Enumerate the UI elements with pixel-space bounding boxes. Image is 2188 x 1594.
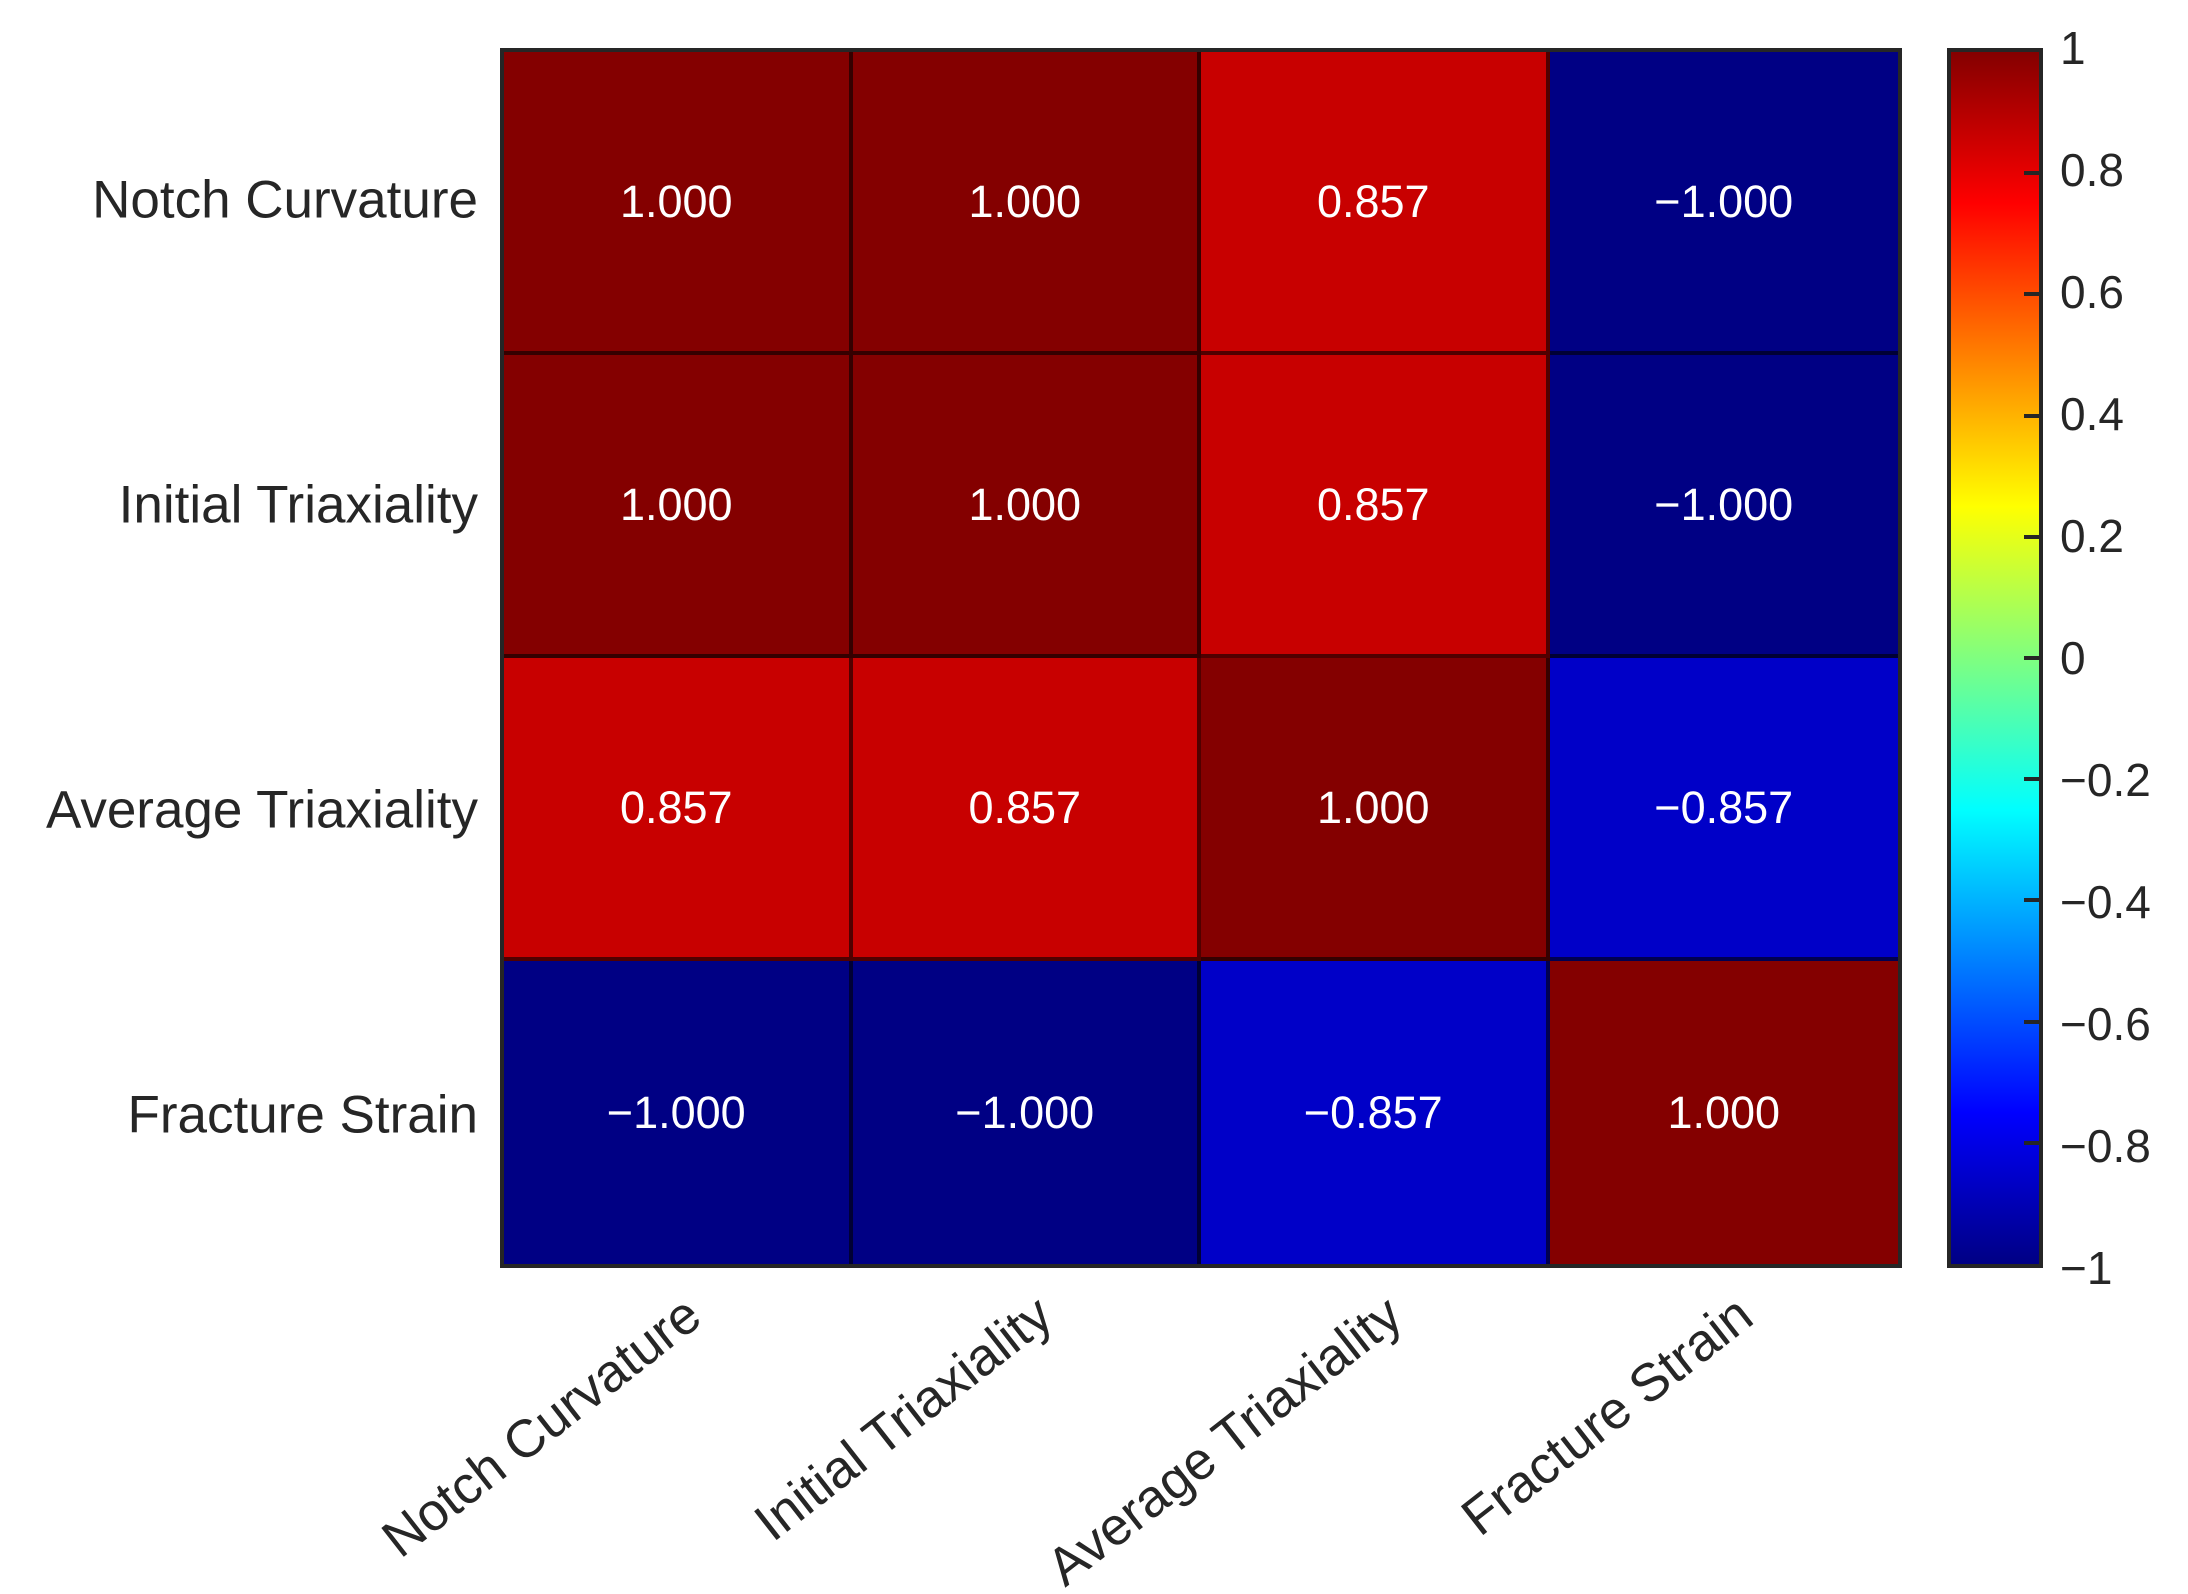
colorbar-tick-label-1: 0.8 xyxy=(2060,144,2124,196)
colorbar-tick-mark-1 xyxy=(2024,171,2039,176)
colorbar-tick-label-5: 0 xyxy=(2060,632,2086,684)
x-tick-label-0: Notch Curvature xyxy=(371,1284,712,1569)
colorbar-tick-label-3: 0.4 xyxy=(2060,388,2124,440)
colorbar-tick-mark-8 xyxy=(2024,1019,2039,1024)
colorbar-tick-label-0: 1 xyxy=(2060,22,2086,74)
heatmap-cell-r2c2: 1.000 xyxy=(852,355,1201,658)
colorbar-tick-mark-5 xyxy=(2024,656,2039,660)
colorbar-tick-mark-2 xyxy=(2024,292,2039,297)
heatmap-cell-r1c4: −1.000 xyxy=(1549,52,1898,355)
heatmap-cell-r1c2: 1.000 xyxy=(852,52,1201,355)
heatmap-cell-r3c1: 0.857 xyxy=(504,658,853,961)
colorbar-tick-mark-7 xyxy=(2024,898,2039,903)
x-tick-label-1: Initial Triaxiality xyxy=(743,1284,1063,1553)
heatmap-cell-r4c1: −1.000 xyxy=(504,961,853,1264)
heatmap-cell-r2c1: 1.000 xyxy=(504,355,853,658)
heatmap-cell-r4c4: 1.000 xyxy=(1549,961,1898,1264)
heatmap-cell-r1c3: 0.857 xyxy=(1201,52,1550,355)
colorbar-tick-label-7: −0.4 xyxy=(2060,876,2151,928)
colorbar-tick-label-2: 0.6 xyxy=(2060,266,2124,318)
heatmap-cell-r3c2: 0.857 xyxy=(852,658,1201,961)
colorbar-tick-mark-4 xyxy=(2024,534,2039,539)
heatmap-cell-r4c3: −0.857 xyxy=(1201,961,1550,1264)
heatmap-cell-r2c4: −1.000 xyxy=(1549,355,1898,658)
y-tick-label-0: Notch Curvature xyxy=(92,170,478,230)
heatmap-grid: 1.000 1.000 0.857 −1.000 1.000 1.000 0.857 −1.0… xyxy=(500,48,1902,1268)
heatmap-cell-r4c2: −1.000 xyxy=(852,961,1201,1264)
colorbar-tick-mark-6 xyxy=(2024,777,2039,782)
colorbar-tick-label-8: −0.6 xyxy=(2060,998,2151,1050)
heatmap-cell-r2c3: 0.857 xyxy=(1201,355,1550,658)
heatmap-cell-r3c4: −0.857 xyxy=(1549,658,1898,961)
colorbar-tick-label-9: −0.8 xyxy=(2060,1120,2151,1172)
colorbar xyxy=(1947,48,2043,1268)
y-tick-label-3: Fracture Strain xyxy=(127,1085,478,1145)
colorbar-tick-mark-9 xyxy=(2024,1140,2039,1145)
colorbar-tick-label-6: −0.2 xyxy=(2060,754,2151,806)
x-tick-label-3: Fracture Strain xyxy=(1451,1284,1764,1548)
x-tick-label-2: Average Triaxiality xyxy=(1036,1284,1413,1594)
heatmap-cell-r3c3: 1.000 xyxy=(1201,658,1550,961)
y-tick-label-1: Initial Triaxiality xyxy=(118,475,478,535)
heatmap-cell-r1c1: 1.000 xyxy=(504,52,853,355)
colorbar-tick-label-10: −1 xyxy=(2060,1242,2113,1294)
colorbar-tick-mark-3 xyxy=(2024,413,2039,418)
y-tick-label-2: Average Triaxiality xyxy=(45,780,478,840)
colorbar-tick-label-4: 0.2 xyxy=(2060,510,2124,562)
